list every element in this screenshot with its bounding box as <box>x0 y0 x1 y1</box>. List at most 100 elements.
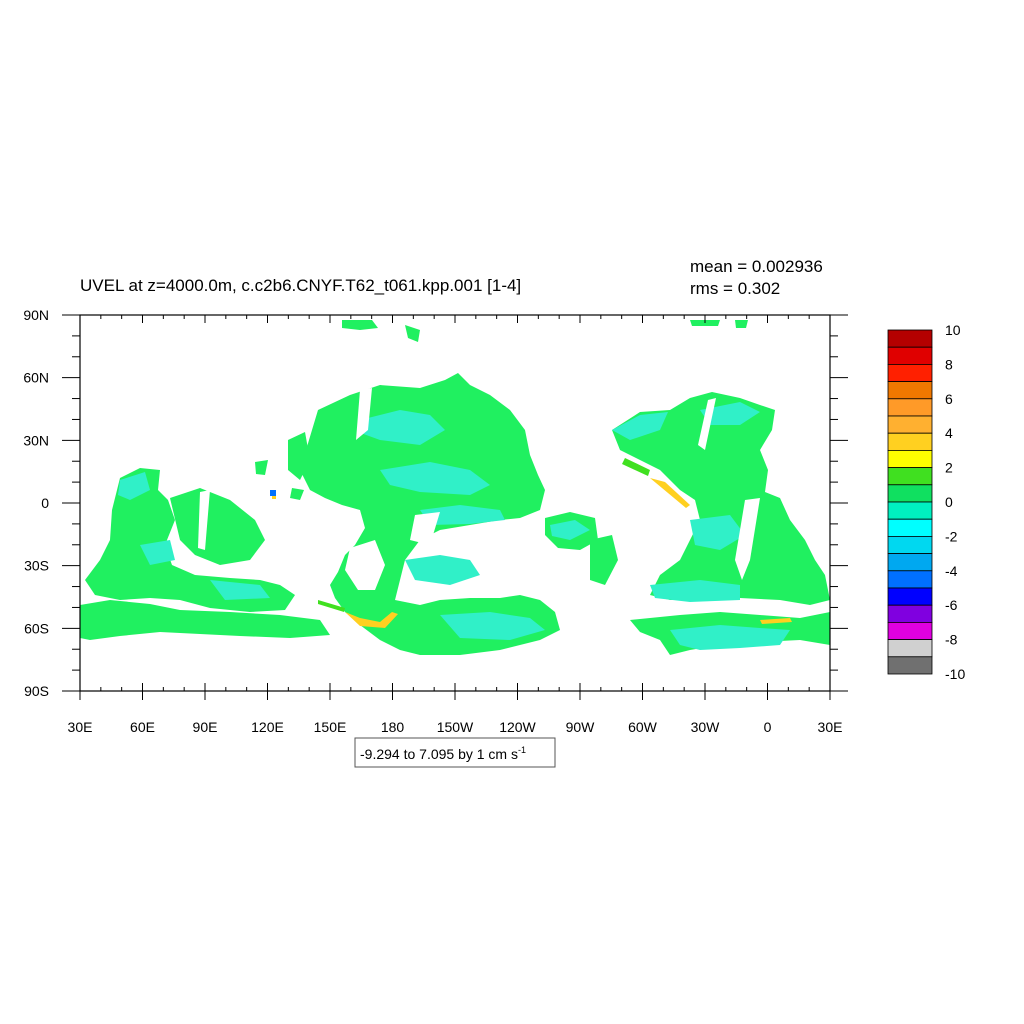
colorbar-swatch <box>887 381 933 400</box>
field-blip-2 <box>272 496 276 499</box>
field-atlantic-weak-1 <box>612 412 668 440</box>
colorbar-swatch <box>887 467 933 486</box>
x-tick-label: 60E <box>130 719 155 735</box>
colorbar-label: -8 <box>945 632 958 648</box>
field-atlantic-weak-2 <box>700 402 760 425</box>
field-hole-3 <box>345 540 385 590</box>
field-southern-east-weak <box>670 625 790 650</box>
colorbar-swatch <box>887 415 933 434</box>
field-atlantic-weak-3 <box>690 515 745 550</box>
field-southern-west <box>80 600 330 640</box>
colorbar-swatch <box>887 587 933 606</box>
colorbar-swatch <box>887 346 933 365</box>
x-tick-label: 90W <box>566 719 596 735</box>
field-south-acc <box>318 600 345 612</box>
field-atlantic <box>612 392 830 605</box>
x-tick-label: 120W <box>499 719 536 735</box>
field-hole-2 <box>410 512 440 545</box>
field-indian-hole <box>198 490 210 550</box>
colorbar-label: 8 <box>945 356 953 372</box>
rms-label: rms = 0.302 <box>690 279 780 298</box>
field-south-pacific-frag-2 <box>590 535 618 585</box>
field-nw-pacific-2 <box>255 460 304 500</box>
field-frag-weak <box>550 520 590 540</box>
x-axis-labels: 30E 60E 90E 120E 150E 180 150W 120W 90W 60W 30W 0 30… <box>68 719 843 735</box>
x-tick-label: 30E <box>818 719 843 735</box>
colorbar-swatch <box>887 363 933 382</box>
field-indian-weak-3 <box>210 580 270 600</box>
colorbar-swatch <box>887 656 933 675</box>
colorbar-label: 0 <box>945 494 953 510</box>
field-arctic-2 <box>405 325 420 342</box>
colorbar-swatch <box>887 536 933 555</box>
x-tick-label: 150W <box>437 719 474 735</box>
svg-text:-9.294 to 7.095 by 1 cm s-1: -9.294 to 7.095 by 1 cm s-1 <box>360 745 526 762</box>
chart-title: UVEL at z=4000.0m, c.c2b6.CNYF.T62_t061.… <box>80 276 521 295</box>
range-label: -9.294 to 7.095 by 1 cm s <box>360 746 518 762</box>
colorbar-swatch <box>887 639 933 658</box>
field-gulf-stream-2 <box>622 458 650 476</box>
field-acc-east-hot <box>760 618 792 624</box>
y-tick-label: 60N <box>23 370 49 386</box>
x-tick-label: 30E <box>68 719 93 735</box>
field-arctic <box>342 320 378 330</box>
y-tick-label: 90S <box>24 683 49 699</box>
field-atlantic-hole <box>735 498 760 580</box>
y-tick-label: 30N <box>23 432 49 448</box>
colorbar-swatch <box>887 604 933 623</box>
colorbar-swatch <box>887 553 933 572</box>
x-tick-label: 150E <box>314 719 347 735</box>
colorbar-label: 10 <box>945 322 961 338</box>
x-tick-label: 60W <box>628 719 658 735</box>
colorbar-label: -4 <box>945 563 958 579</box>
mean-label: mean = 0.002936 <box>690 257 823 276</box>
x-tick-label: 30W <box>691 719 721 735</box>
field-pacific-weak-2 <box>380 462 490 495</box>
tick-marks <box>62 314 848 700</box>
colorbar-label: -6 <box>945 597 958 613</box>
field-pacific-weak-1 <box>358 410 445 445</box>
colorbar-label: 4 <box>945 425 953 441</box>
field-pacific-weak-3 <box>420 505 505 525</box>
field-blip <box>270 490 276 496</box>
field-atlantic-weak-4 <box>650 580 740 602</box>
y-tick-label: 0 <box>41 495 49 511</box>
range-label-sup: -1 <box>518 745 526 755</box>
field-indian <box>85 468 295 612</box>
field-acc-hot <box>345 612 398 628</box>
colorbar-label: 2 <box>945 460 953 476</box>
colorbar-swatch <box>887 518 933 537</box>
colorbar-swatch <box>887 329 933 348</box>
field-gulf-stream <box>650 478 690 508</box>
field-arctic-3 <box>690 320 748 328</box>
x-tick-label: 180 <box>381 719 405 735</box>
colorbar-swatch <box>887 449 933 468</box>
field-indian-weak-1 <box>118 472 150 500</box>
x-tick-label: 0 <box>764 719 772 735</box>
colorbar: 10 8 6 4 2 0 -2 -4 -6 -8 -10 <box>887 322 965 682</box>
field-indian-weak-2 <box>140 540 175 565</box>
colorbar-swatch <box>887 398 933 417</box>
colorbar-label: 6 <box>945 391 953 407</box>
y-tick-label: 90N <box>23 307 49 323</box>
field-atlantic-hole-2 <box>698 398 716 450</box>
x-tick-label: 90E <box>193 719 218 735</box>
range-label-box: -9.294 to 7.095 by 1 cm s-1 <box>354 737 556 768</box>
field-pacific-weak-5 <box>440 612 545 640</box>
y-tick-label: 30S <box>24 558 49 574</box>
field-nw-pacific <box>288 432 310 480</box>
y-axis-labels: 90N 60N 30N 0 30S 60S 90S <box>23 307 49 699</box>
field-indian-east <box>170 488 265 565</box>
x-tick-label: 120E <box>251 719 284 735</box>
colorbar-label: -2 <box>945 528 958 544</box>
colorbar-swatch <box>887 432 933 451</box>
colorbar-swatch <box>887 484 933 503</box>
colorbar-swatch <box>887 501 933 520</box>
colorbar-swatch <box>887 570 933 589</box>
field-pacific-weak-4 <box>405 555 480 585</box>
colorbar-label: -10 <box>945 666 965 682</box>
colorbar-swatch <box>887 622 933 641</box>
field-hole-1 <box>356 388 372 440</box>
velocity-field <box>80 320 830 655</box>
